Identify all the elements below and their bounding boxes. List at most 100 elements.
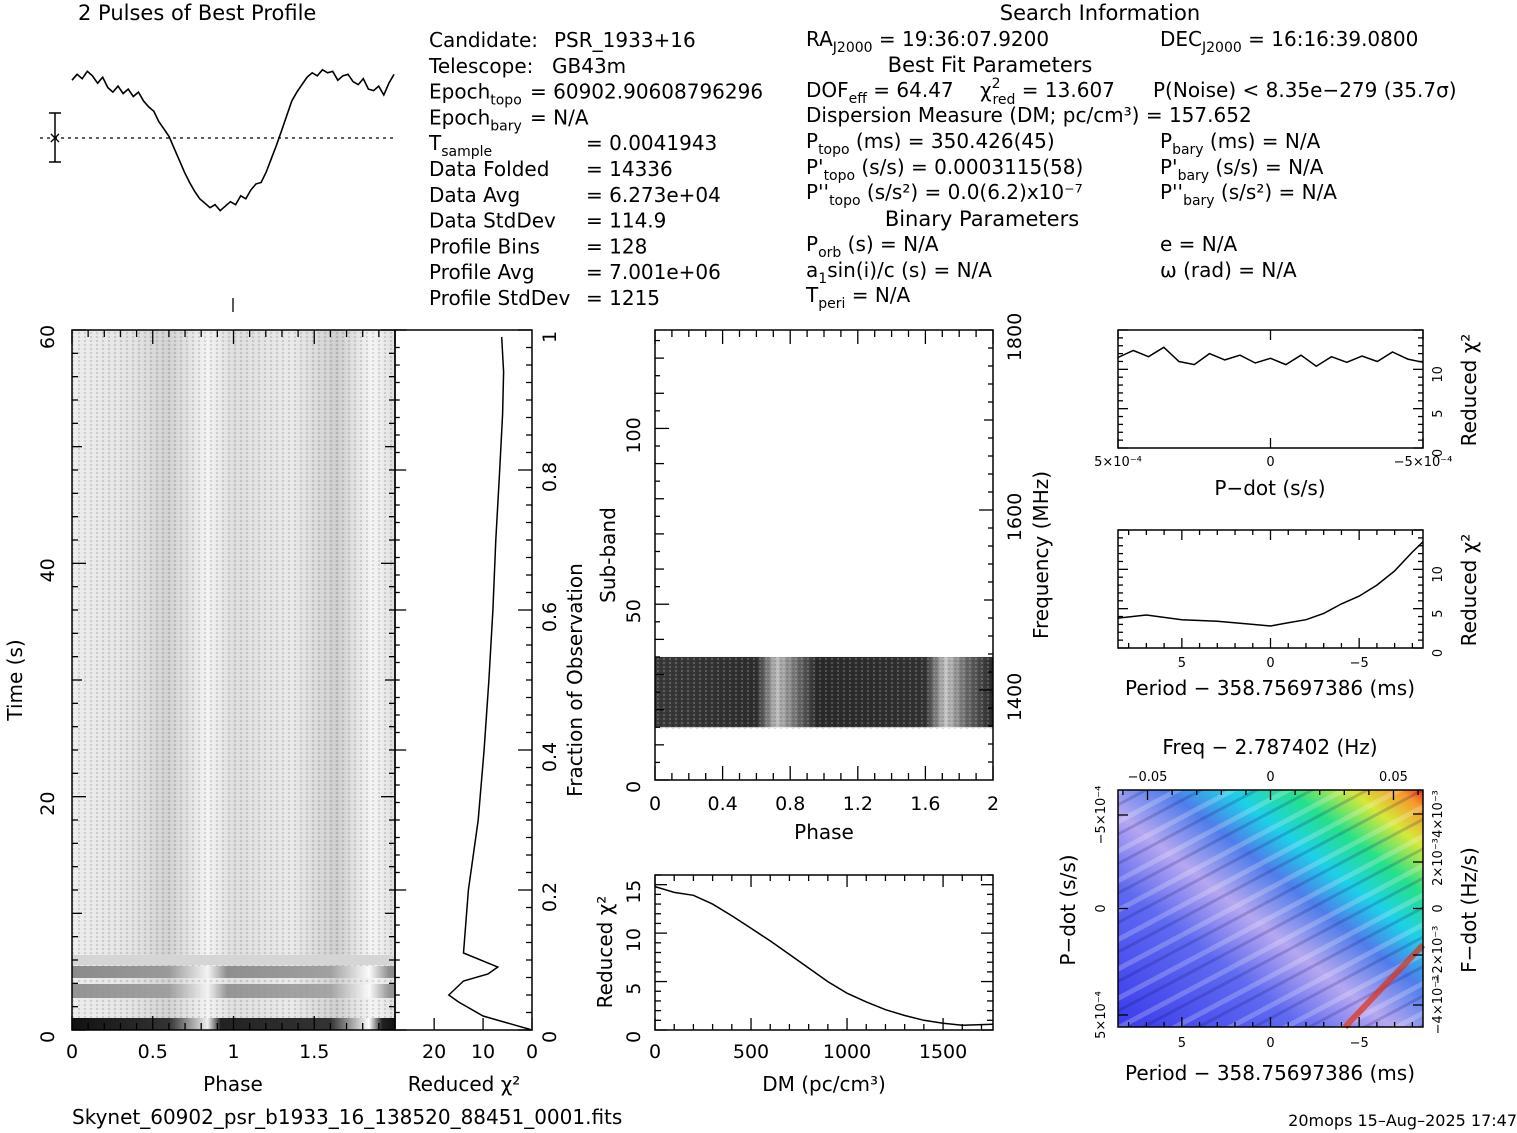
- fraction-tick-label: 1: [539, 331, 561, 343]
- frequency-tick-label: 1800: [1004, 313, 1026, 361]
- chi2-tick-label: 20: [422, 1041, 446, 1063]
- pdot-chi2-tick-label: 0: [1431, 449, 1446, 457]
- fraction-tick-label: 0.6: [539, 602, 561, 632]
- dm-xlabel: DM (pc/cm³): [762, 1072, 886, 1096]
- map-period-tick-label: −5: [1350, 1036, 1369, 1051]
- pdot-tick-label: −5×10⁻⁴: [1394, 455, 1453, 470]
- info-left-value: = 0.0041943: [586, 131, 717, 155]
- period-chi2-frame: [1117, 529, 1424, 649]
- info-left-value: GB43m: [552, 54, 626, 78]
- subband-phase-tick-label: 1.2: [843, 793, 873, 815]
- fdot-ylabel: F−dot (Hz/s): [1457, 847, 1481, 973]
- time-chi2-line: [447, 336, 533, 1031]
- map-fdot-tick-label: 4×10⁻³: [1431, 790, 1446, 838]
- info-left-label: Data Avg: [429, 183, 520, 207]
- map-pdot-tick-label: −5×10⁻⁴: [1094, 786, 1109, 845]
- subband-tick-label: 50: [623, 599, 645, 623]
- pbary-value: Pbary (ms) = N/A: [1160, 129, 1321, 158]
- map-freq-tick-label: −0.05: [1128, 770, 1168, 785]
- fraction-tick-label: 0.8: [539, 462, 561, 492]
- subband-tick-label: 0: [623, 781, 645, 793]
- dm-chi2-tick-label: 0: [623, 1031, 645, 1043]
- ecc-value: e = N/A: [1160, 232, 1237, 256]
- info-left-value: = 128: [586, 234, 647, 258]
- subband-tick-label: 100: [623, 417, 645, 453]
- subband-xlabel: Phase: [794, 820, 854, 844]
- time-tick-label: 40: [37, 558, 59, 582]
- frequency-tick-label: 1600: [1004, 493, 1026, 541]
- dm-chi2-frame: [654, 874, 994, 1031]
- info-left-label: Data StdDev: [429, 209, 556, 233]
- period-chi2-line: [1117, 541, 1424, 627]
- info-left-sub: bary: [490, 118, 522, 134]
- fraction-tick-label: 0.4: [539, 742, 561, 772]
- chi2-tick-label: 10: [471, 1041, 495, 1063]
- info-left-label: Candidate:: [429, 28, 538, 52]
- pdot-chi2-ylabel: Reduced χ²: [1457, 334, 1481, 447]
- time-tick-label: 0: [37, 1031, 59, 1043]
- time-tick-label: 60: [37, 325, 59, 349]
- info-left-label: Epochbary: [429, 105, 522, 134]
- subband-phase-tick-label: 0.8: [775, 793, 805, 815]
- dm-tick-label: 1000: [823, 1041, 871, 1063]
- period-tick-label: 5: [1178, 656, 1186, 671]
- map-fdot-tick-label: −2×10⁻³: [1431, 926, 1446, 985]
- map-ylabel: P−dot (s/s): [1056, 854, 1080, 965]
- dm-chi2-line: [654, 885, 994, 1026]
- subband-phase-tick-label: 2: [987, 793, 999, 815]
- info-left-value: PSR_1933+16: [554, 28, 696, 52]
- pdot-period-map: 5 0 −5 −0.05 0 0.05 −5×10⁻⁴ 0 5×10⁻⁴ 4×10⁻³2×10⁻³…: [1056, 735, 1481, 1085]
- period-chi2-tick-label: 0: [1431, 649, 1446, 657]
- dm-value: Dispersion Measure (DM; pc/cm³) = 157.65…: [806, 103, 1252, 127]
- frequency-tick-label: 1400: [1004, 673, 1026, 721]
- period-chi2-ylabel: Reduced χ²: [1457, 534, 1481, 647]
- phase-tick-label: 0.5: [138, 1041, 168, 1063]
- subband-phase-plot: 0 0.4 0.8 1.2 1.6 2 0 50 100 1400 1600 1800 Phase S…: [596, 313, 1053, 844]
- time-phase-xlabel: Phase: [203, 1072, 263, 1096]
- map-xlabel: Period − 358.75697386 (ms): [1125, 1061, 1415, 1085]
- map-pdot-tick-label: 5×10⁻⁴: [1094, 991, 1109, 1039]
- pdot-tick-label: 5×10⁻⁴: [1094, 455, 1142, 470]
- period-chi2-plot: 5 0 −5 0 5 10 Period − 358.75697386 (ms) Redu…: [1117, 529, 1481, 700]
- pddtopo-value: P''topo (s/s²) = 0.0(6.2)x10⁻⁷: [806, 180, 1083, 209]
- dec-value: DECJ2000 = 16:16:39.0800: [1160, 27, 1418, 56]
- pdot-xlabel: P−dot (s/s): [1214, 476, 1325, 500]
- fraction-tick-label: 0.2: [539, 882, 561, 912]
- dm-tick-label: 500: [733, 1041, 769, 1063]
- dm-chi2-plot: 0 500 1000 1500 0 5 10 15 DM (pc/cm³) Reduced χ…: [593, 874, 994, 1096]
- info-left-value: = 114.9: [586, 209, 666, 233]
- chi2-tick-label: 0: [526, 1041, 538, 1063]
- tperi-value: Tperi = N/A: [805, 283, 911, 312]
- info-left-label: Tsample: [428, 131, 492, 160]
- map-period-tick-label: 0: [1266, 1036, 1274, 1051]
- binary-title: Binary Parameters: [885, 207, 1079, 231]
- search-info-title: Search Information: [1000, 1, 1200, 25]
- info-left-value: = 7.001e+06: [586, 260, 721, 284]
- frequency-ylabel: Frequency (MHz): [1029, 471, 1053, 639]
- info-right-block: Search Information Best Fit Parameters B…: [805, 1, 1457, 312]
- dm-ylabel: Reduced χ²: [593, 896, 617, 1009]
- map-fdot-tick-label: 2×10⁻³: [1431, 838, 1446, 886]
- period-xlabel: Period − 358.75697386 (ms): [1125, 676, 1415, 700]
- ra-value: RAJ2000 = 19:36:07.9200: [806, 27, 1049, 56]
- pnoise-value: P(Noise) < 8.35e−279 (35.7σ): [1153, 78, 1457, 102]
- dm-tick-label: 0: [649, 1041, 661, 1063]
- phase-tick-label: 0: [66, 1041, 78, 1063]
- period-tick-label: 0: [1266, 656, 1274, 671]
- subband-phase-tick-label: 1.6: [910, 793, 940, 815]
- dm-chi2-tick-label: 15: [623, 880, 645, 904]
- time-phase-plot: 0 0.5 1 1.5 0 20 40 60 Phase Time (s): [3, 298, 396, 1096]
- dm-tick-label: 1500: [919, 1041, 967, 1063]
- profile-title: 2 Pulses of Best Profile: [78, 1, 316, 25]
- omega-value: ω (rad) = N/A: [1160, 258, 1297, 282]
- footer-timestamp: 20mops 15–Aug–2025 17:47: [1288, 1111, 1517, 1130]
- phase-tick-label: 1: [227, 1041, 239, 1063]
- freq-xlabel: Freq − 2.787402 (Hz): [1162, 735, 1377, 759]
- info-left-label: Profile Avg: [429, 260, 535, 284]
- time-chi2-ylabel: Fraction of Observation: [563, 563, 587, 797]
- phase-tick-label: 1.5: [299, 1041, 329, 1063]
- pdot-chi2-tick-label: 10: [1431, 366, 1446, 383]
- info-left-label: Profile StdDev: [429, 286, 570, 310]
